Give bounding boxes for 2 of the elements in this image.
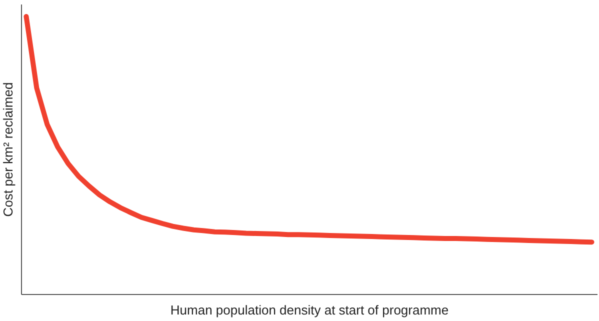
x-axis-title: Human population density at start of programme xyxy=(170,302,449,318)
y-axis-title: Cost per km² reclaimed xyxy=(0,82,16,217)
